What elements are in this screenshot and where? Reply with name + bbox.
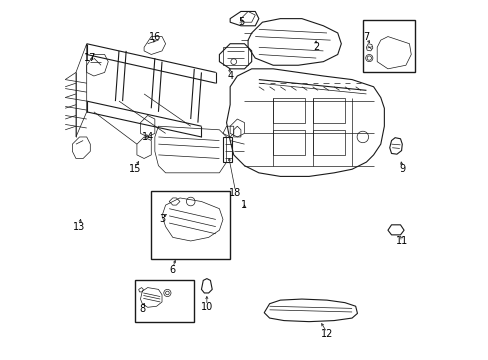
Text: 4: 4 xyxy=(226,71,233,81)
Bar xyxy=(312,130,344,155)
Bar xyxy=(312,98,344,123)
Text: 17: 17 xyxy=(84,53,96,63)
Text: 10: 10 xyxy=(200,302,213,312)
Bar xyxy=(223,47,247,65)
Text: 15: 15 xyxy=(129,164,141,174)
Bar xyxy=(135,280,194,321)
Text: 5: 5 xyxy=(237,17,244,27)
Text: 7: 7 xyxy=(363,32,369,41)
Bar xyxy=(273,130,305,155)
Text: 3: 3 xyxy=(159,215,165,224)
Text: 12: 12 xyxy=(320,329,332,339)
Bar xyxy=(151,191,230,259)
Bar xyxy=(223,137,231,162)
Text: 14: 14 xyxy=(141,132,154,142)
Text: 6: 6 xyxy=(169,265,176,275)
Text: 13: 13 xyxy=(73,222,85,231)
Text: 2: 2 xyxy=(312,42,319,52)
Text: 16: 16 xyxy=(148,32,161,41)
Text: 11: 11 xyxy=(395,236,407,246)
Text: 18: 18 xyxy=(229,188,241,198)
Bar xyxy=(273,98,305,123)
Bar xyxy=(362,21,414,72)
Text: 1: 1 xyxy=(241,200,247,210)
Text: 9: 9 xyxy=(398,164,405,174)
Text: 8: 8 xyxy=(139,304,145,314)
